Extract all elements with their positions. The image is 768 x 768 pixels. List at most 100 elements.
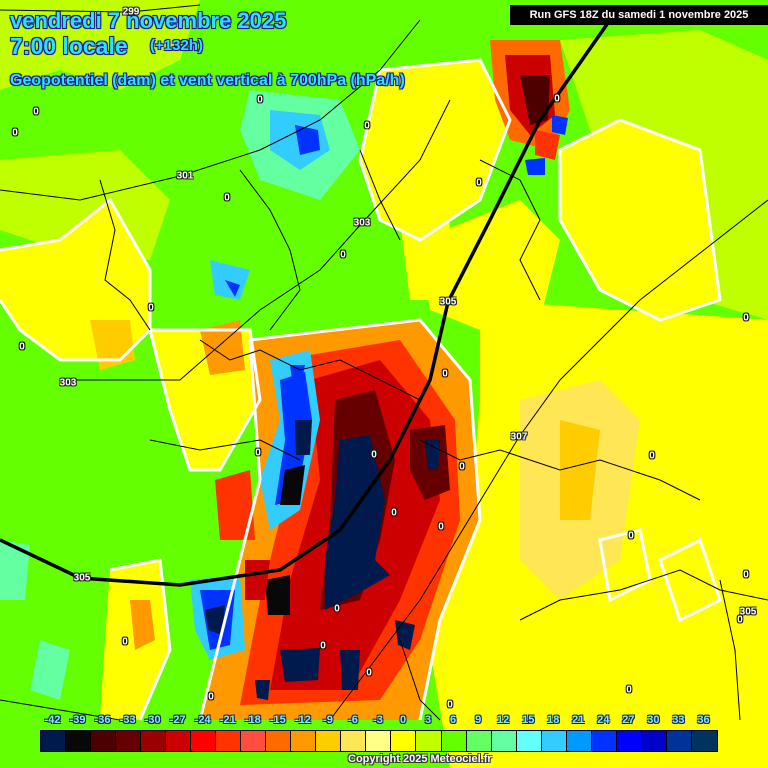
colorbar-swatch — [691, 731, 717, 751]
colorbar-swatch — [66, 731, 92, 751]
colorbar-tick-label: 6 — [450, 714, 457, 726]
colorbar-tick-label: 15 — [522, 714, 535, 726]
colorbar-tick-label: -12 — [294, 714, 311, 726]
geopotential-label: 307 — [510, 431, 528, 443]
colorbar-swatch — [291, 731, 317, 751]
zero-contour-label: 0 — [626, 684, 632, 696]
copyright-notice: Copyright 2025 Meteociel.fr — [348, 753, 492, 765]
zero-contour-label: 0 — [340, 249, 346, 261]
colorbar — [40, 730, 718, 752]
colorbar-tick-label: 27 — [622, 714, 635, 726]
forecast-time: 7:00 locale — [10, 33, 128, 59]
geopotential-label: 305 — [73, 572, 91, 584]
colorbar-swatch — [641, 731, 667, 751]
colorbar-swatch — [666, 731, 692, 751]
parameter-title: Geopotentiel (dam) et vent vertical à 70… — [10, 72, 405, 89]
zero-contour-label: 0 — [391, 507, 397, 519]
colorbar-swatch — [191, 731, 217, 751]
colorbar-tick-label: 3 — [425, 714, 432, 726]
colorbar-tick-label: -18 — [244, 714, 261, 726]
colorbar-swatch — [266, 731, 292, 751]
colorbar-tick-label: -24 — [194, 714, 211, 726]
colorbar-tick-label: 36 — [697, 714, 710, 726]
geopotential-label: 305 — [739, 606, 757, 618]
colorbar-tick-label: -9 — [323, 714, 333, 726]
zero-contour-label: 0 — [743, 312, 749, 324]
zero-contour-label: 0 — [33, 106, 39, 118]
zero-contour-label: 0 — [12, 127, 18, 139]
zero-contour-label: 0 — [628, 530, 634, 542]
zero-contour-label: 0 — [148, 302, 154, 314]
colorbar-tick-label: -33 — [119, 714, 136, 726]
zero-contour-label: 0 — [442, 368, 448, 380]
zero-contour-label: 0 — [737, 614, 743, 626]
geopotential-label: 299 — [122, 6, 140, 18]
colorbar-swatch — [316, 731, 342, 751]
colorbar-swatch — [41, 731, 67, 751]
model-run-banner: Run GFS 18Z du samedi 1 novembre 2025 — [510, 5, 768, 25]
zero-contour-label: 0 — [438, 521, 444, 533]
colorbar-tick-label: 12 — [497, 714, 510, 726]
colorbar-tick-label: -27 — [169, 714, 186, 726]
colorbar-tick-label: -3 — [373, 714, 383, 726]
zero-contour-label: 0 — [320, 640, 326, 652]
zero-contour-label: 0 — [554, 93, 560, 105]
colorbar-tick-label: -15 — [269, 714, 286, 726]
zero-contour-label: 0 — [476, 177, 482, 189]
colorbar-tick-label: -30 — [144, 714, 161, 726]
geopotential-label: 303 — [59, 377, 77, 389]
forecast-lead-time: (+132h) — [150, 37, 203, 54]
colorbar-tick-labels: -42 -39 -36 -33 -30 -27 -24 -21 -18 -15 -12 -9 -6 -3 0… — [40, 714, 716, 730]
geopotential-label: 305 — [439, 296, 457, 308]
colorbar-tick-label: -36 — [94, 714, 111, 726]
colorbar-tick-label: 30 — [647, 714, 660, 726]
zero-contour-label: 0 — [447, 699, 453, 711]
colorbar-swatch — [116, 731, 142, 751]
zero-contour-label: 0 — [649, 450, 655, 462]
zero-contour-label: 0 — [371, 449, 377, 461]
colorbar-tick-label: 0 — [399, 714, 407, 726]
colorbar-tick-label: -21 — [219, 714, 236, 726]
colorbar-swatch — [441, 731, 467, 751]
zero-contour-label: 0 — [19, 341, 25, 353]
zero-contour-label: 0 — [208, 691, 214, 703]
colorbar-swatch — [391, 731, 417, 751]
colorbar-tick-label: -39 — [69, 714, 86, 726]
colorbar-swatch — [416, 731, 442, 751]
zero-contour-label: 0 — [224, 192, 230, 204]
colorbar-swatch — [566, 731, 592, 751]
geopotential-label: 303 — [353, 217, 371, 229]
colorbar-tick-label: 9 — [475, 714, 482, 726]
zero-contour-label: 0 — [257, 94, 263, 106]
zero-contour-label: 0 — [255, 447, 261, 459]
forecast-date: vendredi 7 novembre 2025 — [10, 8, 287, 33]
colorbar-swatch — [91, 731, 117, 751]
colorbar-swatch — [366, 731, 392, 751]
colorbar-tick-label: -42 — [44, 714, 61, 726]
colorbar-swatch — [466, 731, 492, 751]
colorbar-swatch — [616, 731, 642, 751]
colorbar-swatch — [516, 731, 542, 751]
zero-contour-label: 0 — [743, 569, 749, 581]
zero-contour-label: 0 — [122, 636, 128, 648]
colorbar-swatch — [341, 731, 367, 751]
colorbar-tick-label: -6 — [348, 714, 358, 726]
colorbar-swatch — [166, 731, 192, 751]
colorbar-swatch — [541, 731, 567, 751]
colorbar-legend: -42 -39 -36 -33 -30 -27 -24 -21 -18 -15 -12 -9 -6 -3 0… — [40, 714, 718, 768]
colorbar-swatch — [491, 731, 517, 751]
geopotential-label: 301 — [176, 170, 194, 182]
colorbar-tick-label: 21 — [572, 714, 585, 726]
colorbar-tick-label: 18 — [547, 714, 560, 726]
colorbar-swatch — [591, 731, 617, 751]
colorbar-tick-label: 24 — [597, 714, 610, 726]
colorbar-swatch — [141, 731, 167, 751]
zero-contour-label: 0 — [334, 603, 340, 615]
zero-contour-label: 0 — [364, 120, 370, 132]
colorbar-swatch — [241, 731, 267, 751]
zero-contour-label: 0 — [459, 461, 465, 473]
colorbar-tick-label: 33 — [672, 714, 685, 726]
colorbar-swatch — [216, 731, 242, 751]
